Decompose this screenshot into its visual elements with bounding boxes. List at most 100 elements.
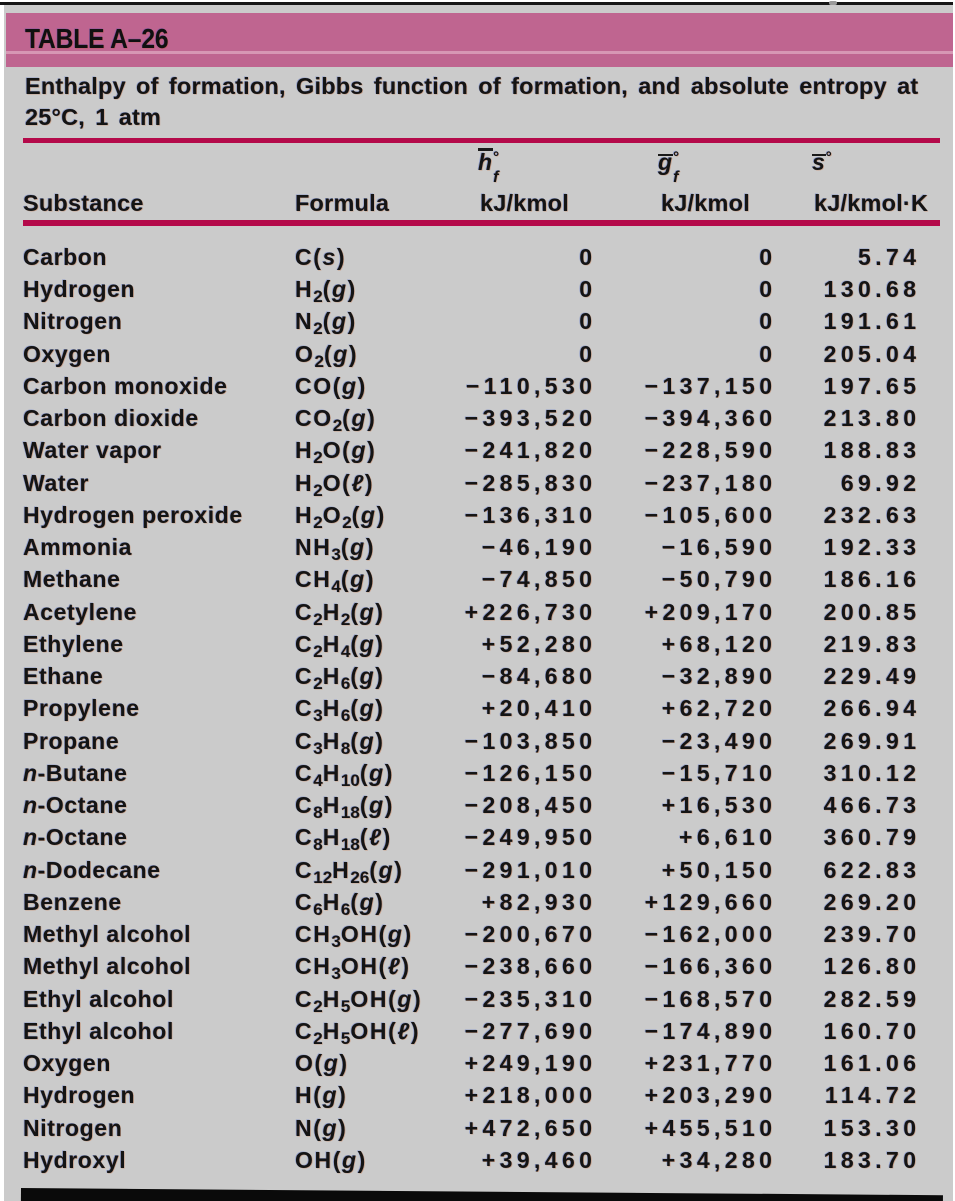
col-unit-s: kJ/kmol·K	[814, 189, 929, 216]
cell-s: 232.63	[823, 501, 921, 528]
cell-formula: C2H5OH(ℓ)	[295, 1017, 421, 1048]
cell-gf: +455,510	[644, 1114, 777, 1141]
cell-formula: H2O2(g)	[295, 501, 386, 532]
cell-hf: −103,850	[464, 727, 597, 754]
cell-substance: Ammonia	[23, 534, 132, 561]
cell-formula: C12H26(g)	[295, 856, 404, 887]
cell-substance: Methane	[23, 566, 121, 593]
cell-gf: +129,660	[644, 888, 777, 915]
col-unit-gf: kJ/kmol	[661, 189, 750, 216]
cell-substance: Benzene	[23, 888, 122, 915]
cell-substance: Hydrogen	[23, 276, 136, 303]
cell-hf: −208,450	[464, 792, 597, 819]
cell-formula: H2O(g)	[295, 437, 377, 468]
cell-gf: −166,360	[644, 953, 777, 980]
cell-formula: O2(g)	[295, 340, 359, 371]
cell-s: 114.72	[824, 1082, 921, 1109]
table-row: Acetylene C2H2(g) +226,730 +209,170 200.85	[23, 598, 916, 631]
cell-hf: −249,950	[464, 824, 597, 851]
table-row: Hydroxyl OH(g) +39,460 +34,280 183.70	[23, 1146, 916, 1179]
cell-formula: H2O(ℓ)	[295, 469, 375, 500]
cell-gf: −174,890	[644, 1017, 777, 1044]
cell-formula: C3H6(g)	[295, 695, 385, 726]
cell-substance: n-Butane	[23, 759, 128, 786]
cell-gf: −168,570	[644, 985, 777, 1012]
table-title: TABLE A–26	[25, 23, 169, 54]
cell-formula: OH(g)	[295, 1146, 367, 1173]
table-row: Hydrogen H2(g) 0 0 130.68	[23, 275, 916, 308]
cell-substance: Carbon dioxide	[23, 405, 199, 432]
cell-hf: −238,660	[464, 953, 597, 980]
cell-gf: +34,280	[661, 1146, 777, 1173]
cell-substance: Carbon	[23, 243, 108, 270]
caption-line-1: Enthalpy of formation, Gibbs function of…	[25, 72, 919, 99]
cell-substance: Acetylene	[23, 598, 138, 625]
cell-substance: Propane	[23, 727, 120, 754]
table-row: Ethane C2H6(g) −84,680 −32,890 229.49	[23, 662, 916, 695]
cell-s: 269.91	[823, 727, 921, 754]
cell-gf: −137,150	[644, 372, 777, 399]
cell-gf: +62,720	[661, 695, 777, 722]
cell-s: 213.80	[823, 405, 921, 432]
header-rule-top	[23, 138, 940, 143]
cell-formula: C2H4(g)	[295, 630, 385, 661]
cell-hf: 0	[579, 308, 597, 335]
cell-formula: C3H8(g)	[295, 727, 385, 758]
cell-s: 266.94	[823, 695, 921, 722]
cell-s: 229.49	[823, 663, 921, 690]
table-row: Hydrogen H(g) +218,000 +203,290 114.72	[23, 1081, 916, 1114]
cell-s: 161.06	[823, 1050, 921, 1077]
cell-gf: −23,490	[661, 727, 777, 754]
table-row: Propane C3H8(g) −103,850 −23,490 269.91	[23, 727, 916, 760]
cell-substance: n-Octane	[23, 824, 128, 851]
col-header-substance: Substance	[23, 189, 144, 216]
cell-hf: +249,190	[464, 1050, 597, 1077]
cell-substance: Hydrogen peroxide	[23, 501, 243, 528]
cell-formula: H2(g)	[295, 276, 357, 307]
cell-hf: −291,010	[464, 856, 597, 883]
cell-substance: Hydroxyl	[23, 1146, 127, 1173]
cell-gf: +68,120	[661, 630, 777, 657]
cell-formula: C4H10(g)	[295, 759, 395, 790]
cell-s: 219.83	[823, 630, 921, 657]
table-row: Ethyl alcohol C2H5OH(ℓ) −277,690 −174,890 16…	[23, 1017, 916, 1050]
cell-hf: −277,690	[464, 1017, 597, 1044]
cell-substance: Oxygen	[23, 1050, 111, 1077]
cell-substance: n-Dodecane	[23, 856, 161, 883]
cell-s: 310.12	[823, 759, 921, 786]
page-edge-line	[0, 2, 953, 5]
cell-formula: H(g)	[295, 1082, 348, 1109]
cell-formula: C2H2(g)	[295, 598, 385, 629]
cell-formula: N(g)	[295, 1114, 348, 1141]
table-row: Methyl alcohol CH3OH(g) −200,670 −162,000 23…	[23, 920, 916, 953]
cell-formula: C6H6(g)	[295, 888, 385, 919]
cell-s: 186.16	[823, 566, 921, 593]
cell-gf: −237,180	[644, 469, 777, 496]
header-rule-bottom	[23, 220, 940, 226]
cell-gf: +203,290	[644, 1082, 777, 1109]
cell-s: 205.04	[823, 340, 921, 367]
cell-s: 200.85	[823, 598, 921, 625]
cell-s: 188.83	[823, 437, 921, 464]
overbar-mark	[478, 148, 494, 151]
col-symbol-s: s °	[812, 149, 832, 175]
cell-hf: −110,530	[465, 372, 597, 399]
cell-s: 360.79	[823, 824, 921, 851]
cell-hf: −126,150	[464, 759, 597, 786]
cell-substance: Ethyl alcohol	[23, 985, 174, 1012]
cell-substance: Oxygen	[23, 340, 111, 367]
table-row: Nitrogen N2(g) 0 0 191.61	[23, 307, 916, 340]
cell-s: 192.33	[823, 534, 921, 561]
cell-substance: Nitrogen	[23, 308, 123, 335]
cell-formula: CO(g)	[295, 372, 367, 399]
cell-hf: +226,730	[464, 598, 597, 625]
cell-formula: CH4(g)	[295, 566, 376, 597]
table-row: Hydrogen peroxide H2O2(g) −136,310 −105,600…	[23, 501, 916, 534]
cell-gf: −15,710	[661, 759, 777, 786]
cell-hf: +82,930	[481, 888, 597, 915]
cell-hf: −46,190	[481, 534, 597, 561]
cell-hf: −200,670	[464, 921, 597, 948]
cell-formula: CH3OH(ℓ)	[295, 953, 411, 984]
cell-hf: −393,520	[464, 405, 597, 432]
